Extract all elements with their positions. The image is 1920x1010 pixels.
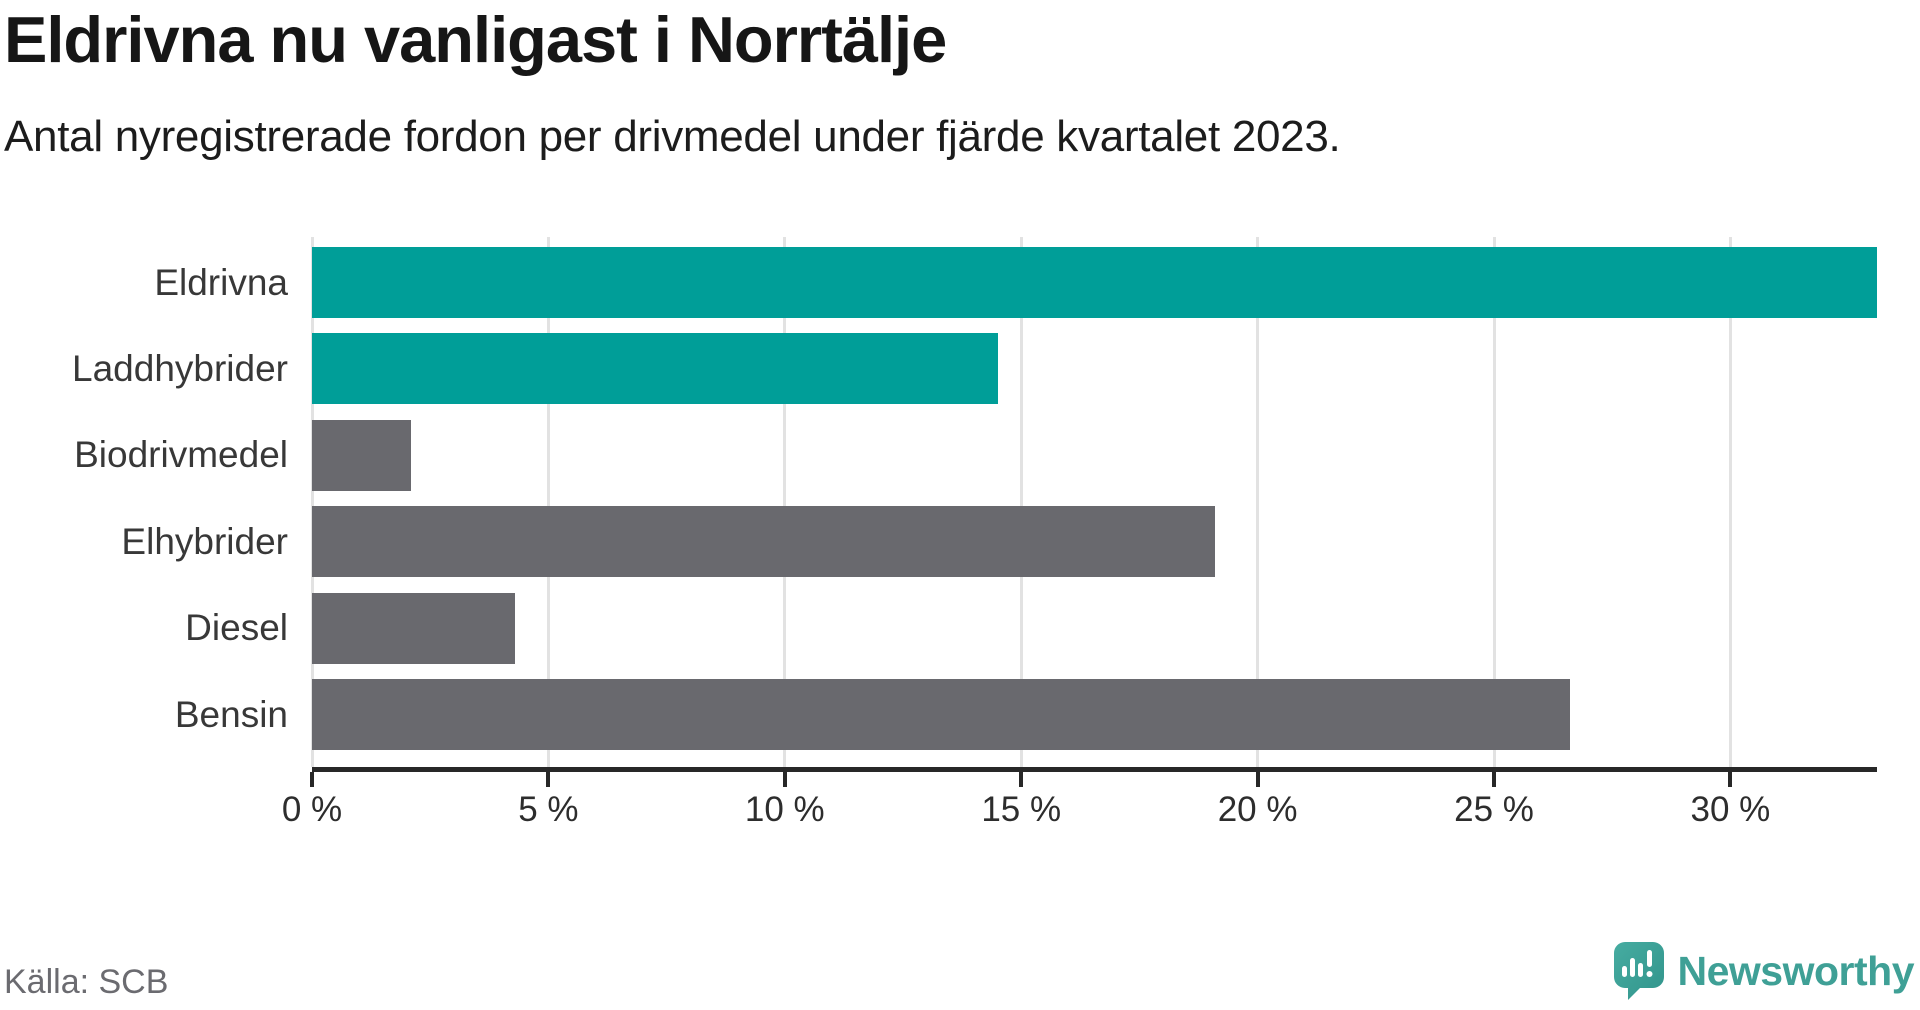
source-note: Källa: SCB — [4, 963, 169, 1001]
category-label-eldrivna: Eldrivna — [154, 261, 288, 303]
axis-tick — [310, 772, 314, 787]
category-label-bensin: Bensin — [174, 693, 288, 735]
axis-tick-label: 20 % — [1217, 790, 1298, 829]
axis-tick-label: 10 % — [744, 790, 825, 829]
gridline — [1728, 237, 1732, 767]
chart-subtitle: Antal nyregistrerade fordon per drivmede… — [4, 112, 1341, 161]
bar-biodrivmedel — [312, 419, 412, 491]
x-axis-line — [312, 767, 1877, 772]
newsworthy-wordmark: Newsworthy — [1677, 947, 1915, 994]
axis-tick — [782, 772, 787, 787]
axis-tick-label: 15 % — [981, 790, 1062, 829]
bar-elhybrider — [312, 506, 1216, 578]
category-axis: Eldrivna Laddhybrider Biodrivmedel Elhybrid… — [0, 237, 312, 767]
plot-area: 0 % 5 % 10 % 15 % 20 % 25 % 30 % — [282, 237, 1877, 829]
axis-tick-label: 5 % — [518, 790, 579, 829]
category-label-diesel: Diesel — [185, 607, 288, 649]
newsworthy-logo: Newsworthy — [1613, 942, 1915, 1000]
chart-title: Eldrivna nu vanligast i Norrtälje — [4, 3, 947, 76]
gridline — [310, 237, 314, 767]
axis-tick — [1728, 772, 1733, 787]
bar-chart: Eldrivna Laddhybrider Biodrivmedel Elhybrid… — [0, 237, 1920, 837]
axis-tick — [1492, 772, 1497, 787]
axis-tick-label: 0 % — [281, 790, 343, 829]
gridline — [783, 237, 787, 767]
axis-tick — [1019, 772, 1024, 787]
newsworthy-icon — [1613, 942, 1664, 1000]
gridline — [1019, 237, 1023, 767]
axis-tick — [1255, 772, 1260, 787]
bar-diesel — [312, 592, 516, 664]
axis-tick-label: 25 % — [1454, 790, 1534, 829]
category-label-elhybrider: Elhybrider — [121, 520, 288, 562]
bar-eldrivna — [312, 247, 1877, 318]
bar-bensin — [312, 679, 1570, 750]
gridline — [1492, 237, 1496, 767]
axis-tick — [546, 772, 551, 787]
axis-tick-label: 30 % — [1690, 790, 1771, 829]
category-label-laddhybrider: Laddhybrider — [72, 347, 288, 389]
category-label-biodrivmedel: Biodrivmedel — [74, 434, 288, 476]
gridline — [546, 237, 550, 767]
gridline — [1256, 237, 1260, 767]
bar-laddhybrider — [312, 333, 998, 405]
